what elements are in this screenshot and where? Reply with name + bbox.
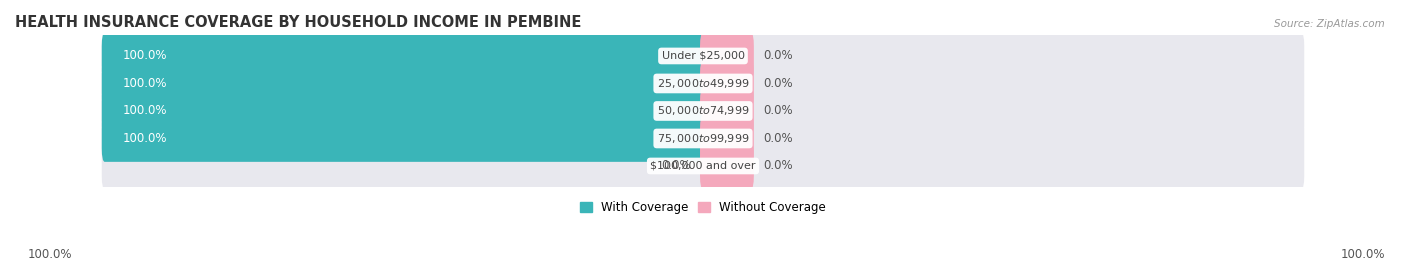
Text: Source: ZipAtlas.com: Source: ZipAtlas.com [1274, 19, 1385, 29]
Text: $100,000 and over: $100,000 and over [650, 161, 756, 171]
Text: $25,000 to $49,999: $25,000 to $49,999 [657, 77, 749, 90]
FancyBboxPatch shape [101, 115, 1305, 162]
FancyBboxPatch shape [700, 143, 754, 189]
FancyBboxPatch shape [101, 88, 1305, 134]
FancyBboxPatch shape [700, 33, 754, 79]
FancyBboxPatch shape [700, 60, 754, 107]
FancyBboxPatch shape [101, 115, 706, 162]
Text: $75,000 to $99,999: $75,000 to $99,999 [657, 132, 749, 145]
Text: 0.0%: 0.0% [661, 160, 690, 172]
FancyBboxPatch shape [101, 60, 1305, 107]
Text: 100.0%: 100.0% [122, 104, 167, 118]
FancyBboxPatch shape [101, 143, 1305, 189]
Legend: With Coverage, Without Coverage: With Coverage, Without Coverage [575, 196, 831, 218]
Text: HEALTH INSURANCE COVERAGE BY HOUSEHOLD INCOME IN PEMBINE: HEALTH INSURANCE COVERAGE BY HOUSEHOLD I… [15, 15, 581, 30]
Text: 0.0%: 0.0% [763, 49, 793, 62]
FancyBboxPatch shape [101, 60, 706, 107]
Text: 0.0%: 0.0% [763, 132, 793, 145]
Text: 0.0%: 0.0% [763, 160, 793, 172]
Text: 100.0%: 100.0% [122, 77, 167, 90]
Text: 100.0%: 100.0% [122, 49, 167, 62]
FancyBboxPatch shape [101, 33, 706, 79]
Text: 100.0%: 100.0% [122, 132, 167, 145]
FancyBboxPatch shape [101, 33, 1305, 79]
Text: Under $25,000: Under $25,000 [661, 51, 745, 61]
Text: 100.0%: 100.0% [1340, 248, 1385, 261]
Text: 0.0%: 0.0% [763, 77, 793, 90]
FancyBboxPatch shape [700, 88, 754, 134]
Text: 0.0%: 0.0% [763, 104, 793, 118]
FancyBboxPatch shape [700, 115, 754, 162]
Text: $50,000 to $74,999: $50,000 to $74,999 [657, 104, 749, 118]
Text: 100.0%: 100.0% [28, 248, 73, 261]
FancyBboxPatch shape [101, 88, 706, 134]
